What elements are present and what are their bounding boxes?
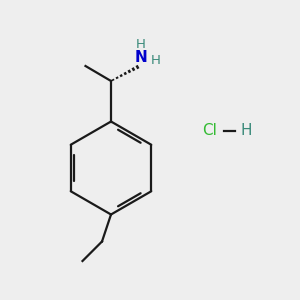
Text: H: H bbox=[151, 53, 160, 67]
Text: N: N bbox=[134, 50, 147, 65]
Text: Cl: Cl bbox=[202, 123, 217, 138]
Text: H: H bbox=[136, 38, 146, 51]
Text: H: H bbox=[241, 123, 252, 138]
